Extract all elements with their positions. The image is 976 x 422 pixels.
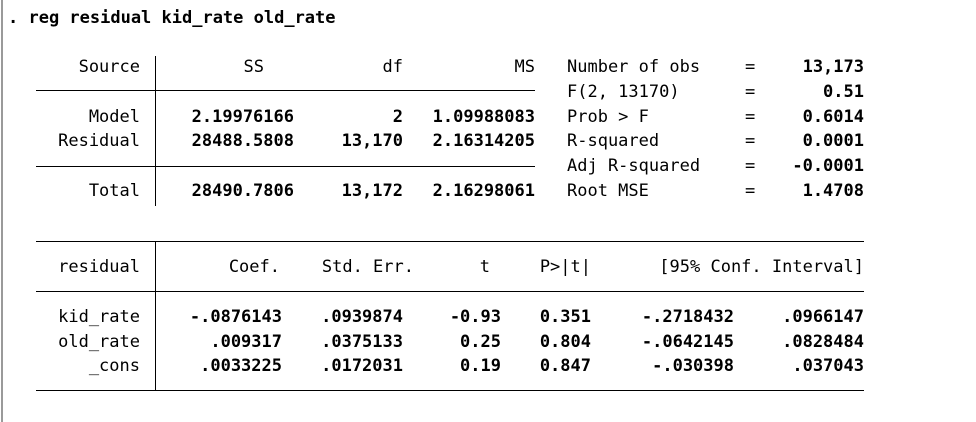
coef-top-rule [36,241,864,242]
stat-equals: = [745,156,756,176]
coef-bottom-rule [36,390,864,391]
coef-row-t: 0.25 [460,332,501,352]
stat-value: 0.0001 [802,131,864,151]
stat-label: R-squared [567,131,660,151]
anova-header-ms: MS [514,57,535,77]
stat-label: Prob > F [567,107,649,127]
stat-equals: = [745,181,756,201]
anova-total-ss: 28490.7806 [191,181,294,201]
stat-value: 1.4708 [802,181,864,201]
anova-total-rule [36,166,535,167]
anova-row-ss: 28488.5808 [191,131,294,151]
stat-equals: = [745,57,756,77]
coef-row-coef: .009317 [210,332,282,352]
results-window-left-border [1,0,3,422]
stat-label: F(2, 13170) [567,82,680,102]
coef-row-ci-high: .037043 [792,356,864,376]
coef-header-rule [36,291,864,292]
coef-row-se: .0375133 [321,332,403,352]
coef-row-ci-low: -.0642145 [641,332,734,352]
coef-header-var: residual [58,257,140,277]
anova-total-ms: 2.16298061 [432,181,535,201]
anova-row-ms: 1.09988083 [432,107,535,127]
stat-label: Root MSE [567,181,649,201]
coef-row-ci-high: .0966147 [782,307,864,327]
anova-total-df: 13,172 [341,181,403,201]
stat-label: Number of obs [567,57,701,77]
coef-vertical-rule [155,242,156,390]
coef-row-ci-low: -.2718432 [641,307,734,327]
coef-row-se: .0172031 [321,356,403,376]
stat-label: Adj R-squared [567,156,701,176]
coef-row-ci-high: .0828484 [782,332,864,352]
anova-row-df: 2 [392,107,403,127]
anova-row-source: Residual [58,131,140,151]
coef-row-p: 0.847 [539,356,591,376]
stat-value: 0.6014 [802,107,864,127]
coef-row-var: _cons [88,356,140,376]
coef-header-coef: Coef. [228,257,280,277]
coef-row-p: 0.804 [539,332,591,352]
anova-row-ms: 2.16314205 [432,131,535,151]
coef-row-t: -0.93 [449,307,501,327]
coef-row-coef: .0033225 [200,356,282,376]
stat-equals: = [745,107,756,127]
stat-value: -0.0001 [792,156,864,176]
stat-equals: = [745,82,756,102]
coef-header-t: t [479,257,490,277]
coef-header-se: Std. Err. [321,257,414,277]
anova-total-source: Total [88,181,140,201]
coef-header-p: P>|t| [539,257,591,277]
anova-vertical-rule [155,56,156,206]
anova-row-ss: 2.19976166 [191,107,294,127]
coef-row-ci-low: -.030398 [652,356,734,376]
coef-row-var: kid_rate [58,307,140,327]
anova-row-df: 13,170 [341,131,403,151]
anova-header-source: Source [78,57,140,77]
coef-row-se: .0939874 [321,307,403,327]
anova-header-df: df [382,57,403,77]
command-line: . reg residual kid_rate old_rate [8,8,336,28]
anova-header-rule [36,90,535,91]
stat-value: 13,173 [802,57,864,77]
coef-header-ci: [95% Conf. Interval] [659,257,864,277]
coef-row-t: 0.19 [460,356,501,376]
anova-header-ss: SS [243,57,264,77]
stat-equals: = [745,131,756,151]
coef-row-p: 0.351 [539,307,591,327]
coef-row-coef: -.0876143 [189,307,282,327]
anova-row-source: Model [88,107,140,127]
coef-row-var: old_rate [58,332,140,352]
stat-value: 0.51 [823,82,864,102]
